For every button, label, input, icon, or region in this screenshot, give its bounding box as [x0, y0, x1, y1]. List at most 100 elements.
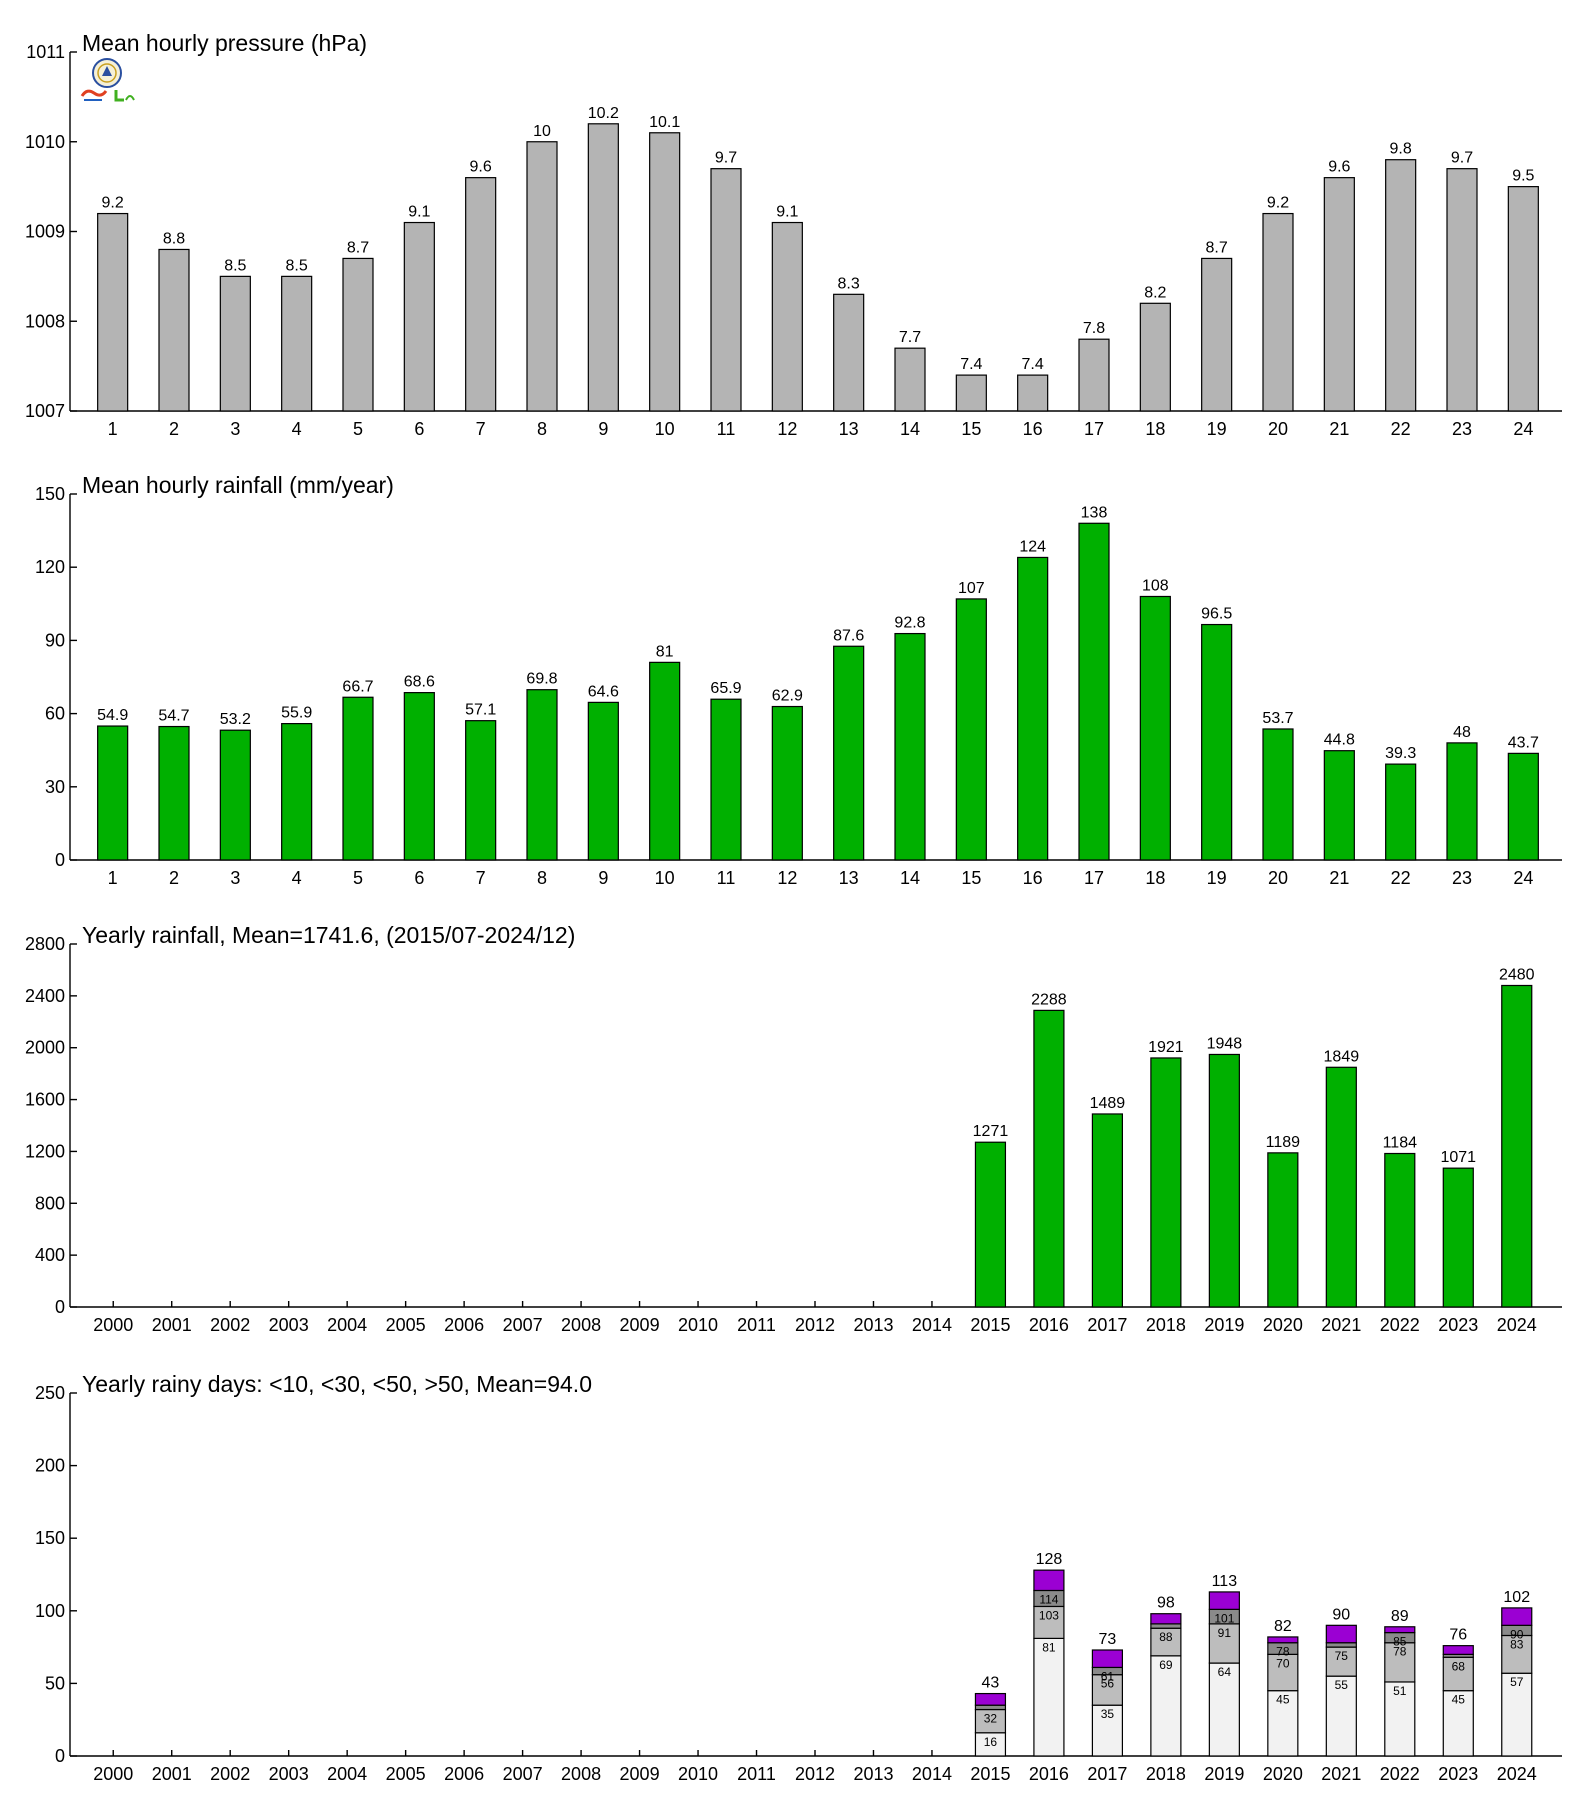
- segment-label: 81: [1042, 1640, 1056, 1654]
- x-tick-label: 2001: [152, 1764, 192, 1784]
- x-tick-label: 2016: [1029, 1315, 1069, 1335]
- total-label: 43: [982, 1675, 1000, 1692]
- x-tick-label: 10: [655, 419, 675, 439]
- data-label: 10: [533, 123, 551, 140]
- data-label: 64.6: [588, 683, 619, 700]
- x-tick-label: 19: [1207, 419, 1227, 439]
- bar-21: [1323, 177, 1355, 412]
- segment-label: 61: [1101, 1669, 1115, 1683]
- x-tick-label: 2009: [620, 1315, 660, 1335]
- bar-12: [771, 705, 803, 861]
- stack-segment-2022-1: [1384, 1681, 1416, 1757]
- stack-segment-2020-2: [1267, 1653, 1299, 1692]
- x-tick-label: 2011: [737, 1315, 776, 1335]
- x-tick-label: 2003: [269, 1315, 309, 1335]
- stack-segment-2017-4: [1091, 1649, 1124, 1669]
- data-label: 1948: [1207, 1035, 1243, 1052]
- x-tick-label: 13: [839, 868, 859, 888]
- x-tick-label: 24: [1513, 419, 1533, 439]
- y-tick-label: 200: [35, 1456, 65, 1476]
- bar-3: [219, 275, 251, 412]
- bar-17: [1078, 338, 1110, 412]
- segment-label: 64: [1218, 1665, 1232, 1679]
- x-tick-label: 2012: [795, 1764, 835, 1784]
- bar-17: [1078, 522, 1110, 861]
- bar-16: [1017, 556, 1049, 861]
- bar-2023: [1442, 1167, 1474, 1308]
- total-label: 102: [1503, 1589, 1530, 1606]
- y-tick-label: 0: [55, 1746, 65, 1766]
- data-label: 10.1: [649, 114, 680, 131]
- bar-2024: [1501, 984, 1533, 1308]
- x-tick-label: 9: [598, 868, 608, 888]
- x-tick-label: 14: [900, 419, 920, 439]
- stack-segment-2020-1: [1267, 1690, 1299, 1757]
- y-tick-label: 400: [35, 1245, 65, 1265]
- x-tick-label: 2006: [444, 1764, 484, 1784]
- x-tick-label: 17: [1084, 868, 1104, 888]
- data-label: 87.6: [833, 627, 864, 644]
- x-tick-label: 2020: [1263, 1764, 1303, 1784]
- data-label: 54.9: [97, 707, 128, 724]
- bar-19: [1201, 623, 1233, 861]
- x-tick-label: 24: [1513, 868, 1533, 888]
- bar-2018: [1150, 1057, 1182, 1308]
- x-tick-label: 2015: [970, 1315, 1010, 1335]
- data-label: 107: [958, 580, 985, 597]
- stack-segment-2015-4: [974, 1692, 1007, 1706]
- x-tick-label: 2016: [1029, 1764, 1069, 1784]
- data-label: 7.4: [1022, 356, 1044, 373]
- bar-6: [403, 692, 435, 861]
- segment-label: 90: [1510, 1627, 1524, 1641]
- data-label: 39.3: [1385, 745, 1416, 762]
- chart-title: Yearly rainfall, Mean=1741.6, (2015/07-2…: [82, 922, 575, 948]
- x-tick-label: 20: [1268, 868, 1288, 888]
- chart-panel-4: Yearly rainy days: <10, <30, <50, >50, M…: [35, 1371, 1562, 1784]
- x-tick-label: 8: [537, 419, 547, 439]
- bar-2015: [974, 1141, 1007, 1308]
- bar-9: [587, 701, 619, 861]
- x-tick-label: 2023: [1438, 1315, 1478, 1335]
- segment-label: 32: [984, 1712, 998, 1726]
- stack-segment-2023-4: [1442, 1645, 1474, 1655]
- bar-24: [1507, 186, 1539, 412]
- data-label: 1489: [1090, 1095, 1126, 1112]
- data-label: 43.7: [1508, 734, 1539, 751]
- x-tick-label: 1: [108, 868, 118, 888]
- stack-segment-2022-4: [1384, 1626, 1416, 1634]
- segment-label: 35: [1101, 1707, 1115, 1721]
- data-label: 1071: [1440, 1149, 1476, 1166]
- data-label: 9.7: [1451, 150, 1473, 167]
- bar-22: [1385, 763, 1417, 861]
- data-label: 1921: [1148, 1039, 1184, 1056]
- data-label: 8.7: [1206, 239, 1228, 256]
- data-label: 66.7: [342, 678, 373, 695]
- bar-6: [403, 221, 435, 412]
- segment-label: 114: [1039, 1592, 1058, 1606]
- data-label: 48: [1453, 724, 1471, 741]
- x-tick-label: 2015: [970, 1764, 1010, 1784]
- x-tick-label: 2008: [561, 1764, 601, 1784]
- bar-2: [158, 725, 190, 861]
- x-tick-label: 7: [476, 419, 486, 439]
- segment-label: 56: [1101, 1677, 1115, 1691]
- segment-label: 85: [1393, 1635, 1407, 1649]
- data-label: 9.1: [408, 204, 430, 221]
- x-tick-label: 1: [108, 419, 118, 439]
- x-tick-label: 12: [777, 419, 797, 439]
- bar-11: [710, 698, 742, 861]
- stack-segment-2017-1: [1091, 1704, 1124, 1757]
- bar-8: [526, 141, 558, 412]
- data-label: 1271: [973, 1123, 1009, 1140]
- bar-2: [158, 248, 190, 412]
- segment-label: 78: [1276, 1645, 1290, 1659]
- bar-2021: [1325, 1066, 1357, 1308]
- data-label: 55.9: [281, 705, 312, 722]
- x-tick-label: 2021: [1321, 1315, 1361, 1335]
- total-label: 82: [1274, 1618, 1292, 1635]
- bar-18: [1139, 302, 1171, 412]
- x-tick-label: 2004: [327, 1315, 367, 1335]
- x-tick-label: 11: [717, 419, 736, 439]
- x-tick-label: 2020: [1263, 1315, 1303, 1335]
